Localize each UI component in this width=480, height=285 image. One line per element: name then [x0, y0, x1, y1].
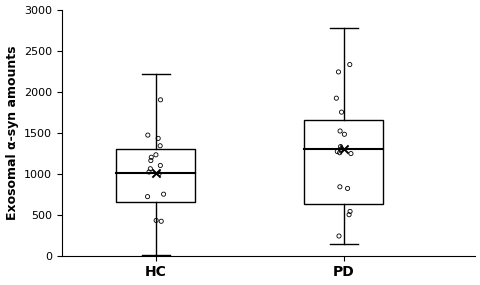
Point	[154, 136, 162, 141]
Point	[337, 110, 345, 114]
Point	[152, 218, 160, 223]
Point	[345, 212, 352, 217]
Point	[336, 144, 344, 149]
Point	[339, 147, 347, 151]
Point	[334, 70, 342, 74]
Point	[159, 192, 167, 196]
Point	[145, 170, 153, 174]
Point	[343, 186, 351, 191]
Point	[340, 132, 348, 137]
Bar	[116, 149, 195, 202]
Point	[345, 62, 353, 67]
Point	[336, 184, 343, 189]
Point	[144, 133, 151, 137]
Point	[147, 158, 155, 163]
Point	[147, 155, 155, 160]
Point	[156, 163, 164, 168]
Point	[333, 149, 340, 154]
Bar	[304, 120, 383, 204]
Point	[347, 151, 354, 156]
Point	[144, 194, 151, 199]
Point	[335, 234, 342, 238]
Point	[155, 171, 163, 176]
Point	[152, 152, 159, 157]
Point	[156, 143, 164, 148]
Point	[336, 129, 343, 133]
Point	[346, 209, 353, 214]
Point	[335, 150, 343, 155]
Y-axis label: Exosomal α-syn amounts: Exosomal α-syn amounts	[6, 45, 19, 220]
Point	[157, 219, 165, 223]
Point	[152, 170, 159, 175]
Point	[332, 96, 339, 100]
Point	[156, 97, 164, 102]
Point	[336, 147, 344, 152]
Point	[146, 166, 154, 171]
